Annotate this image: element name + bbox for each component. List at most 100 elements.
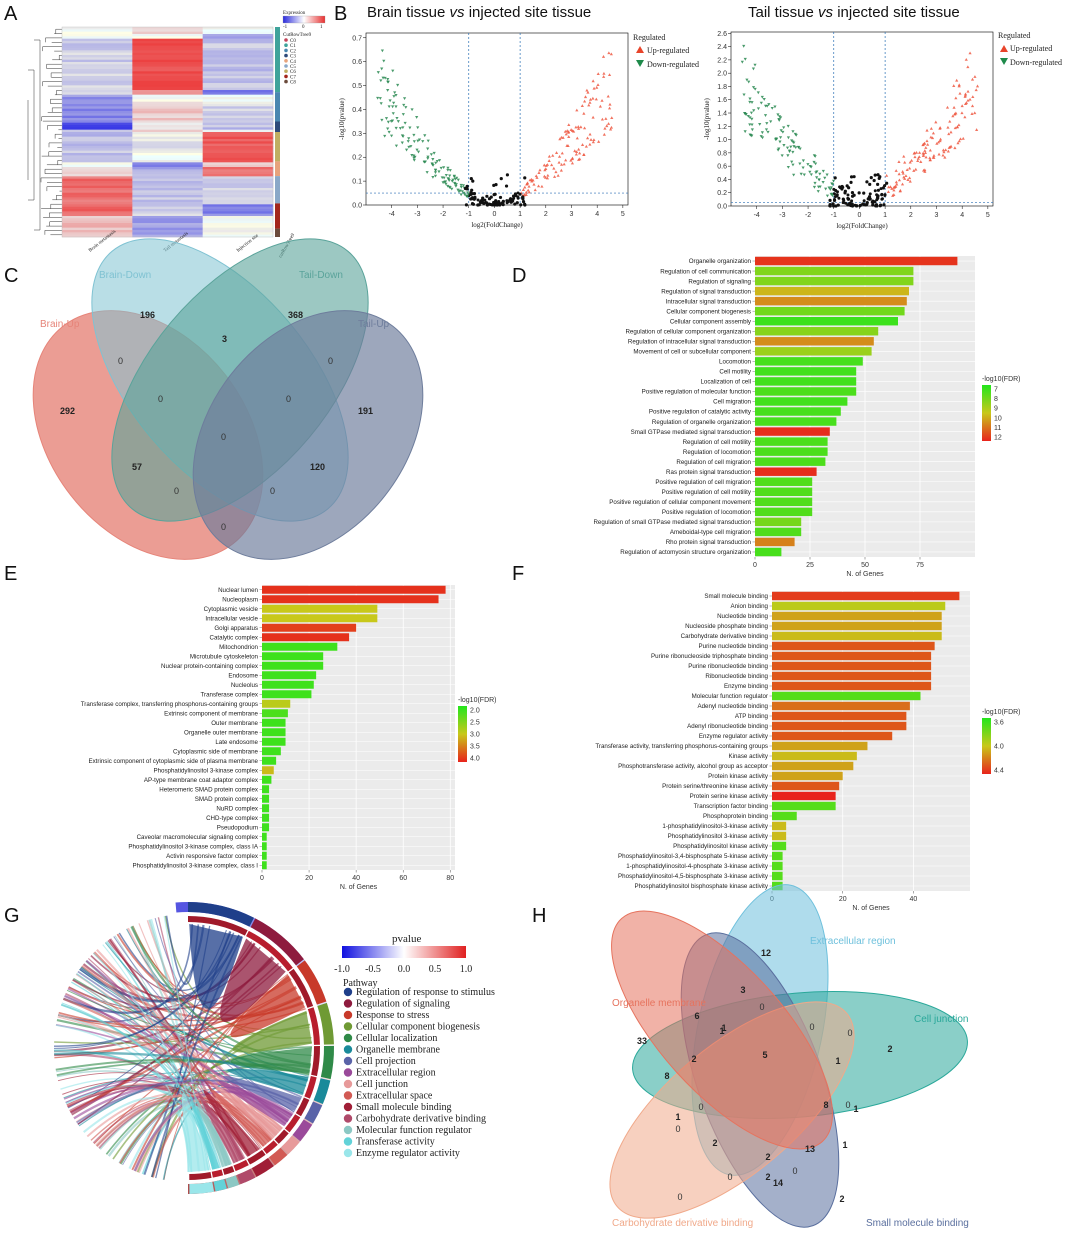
volcano-point	[872, 178, 876, 183]
heatmap-cell	[202, 52, 274, 56]
volcano-point	[828, 198, 832, 203]
volcano-point-down	[743, 130, 747, 134]
volcano-point-up	[582, 126, 587, 130]
venn4-count: 0	[270, 486, 275, 496]
volcano-point-down	[791, 163, 795, 167]
bar	[755, 437, 828, 446]
volcano-xtick-label: 5	[986, 212, 990, 219]
heatmap-cell	[202, 202, 274, 205]
volcano-point	[849, 180, 853, 185]
volcano-point-down	[459, 183, 463, 187]
volcano-point-down	[386, 89, 390, 92]
heatmap-cell	[132, 155, 203, 158]
heatmap-cell	[132, 48, 203, 51]
heatmap-cell	[62, 80, 133, 84]
volcano-point-down	[388, 99, 392, 103]
volcano-point-down	[829, 186, 833, 190]
heatmap-cell	[62, 178, 133, 182]
volcano-point	[883, 193, 887, 197]
volcano-point	[521, 195, 525, 199]
heatmap-cell	[132, 223, 203, 226]
venn5-label-cell-junction-text: Cell junction	[914, 1014, 968, 1025]
volcano-point-up	[564, 132, 568, 136]
volcano-point-up	[537, 171, 541, 174]
volcano-point-up	[894, 169, 898, 172]
pathway-legend-dot	[343, 1079, 353, 1089]
volcano-point-up	[597, 140, 601, 143]
volcano-point	[511, 199, 515, 203]
heatmap-cell	[132, 45, 203, 49]
heatmap-cell	[132, 167, 203, 170]
volcano-point-up	[601, 55, 606, 58]
bar	[262, 661, 324, 670]
chord-ribbon	[92, 952, 210, 1171]
venn4-count: 191	[358, 406, 373, 416]
volcano-point-up	[552, 175, 557, 178]
volcano-point-up	[559, 162, 564, 166]
heatmap-cell	[132, 73, 203, 77]
volcano-point-down	[391, 105, 395, 109]
heatmap-cell	[202, 113, 274, 116]
bar-category-label: Nucleoside phosphate binding	[685, 623, 768, 630]
bar	[755, 537, 795, 547]
volcano-point-up	[564, 158, 568, 162]
bar-category-label: Positive regulation of cell migration	[655, 479, 751, 486]
volcano-point-down	[448, 174, 452, 178]
bar-category-label: Locomotion	[719, 359, 752, 366]
volcano-point	[516, 195, 520, 199]
chord-pathway-inner-arc	[246, 930, 293, 972]
venn4-count: 120	[310, 462, 325, 472]
heatmap-cell	[62, 195, 133, 198]
heatmap-cell	[62, 213, 133, 217]
heatmap-legend-tick-mid: 0	[302, 25, 305, 30]
volcano-point-down	[742, 93, 746, 97]
cluster-dot	[284, 64, 288, 68]
cluster-legend-label: C7	[290, 75, 296, 80]
volcano-point-down	[785, 146, 790, 150]
heatmap-cell	[62, 69, 133, 72]
heatmap-cell	[132, 97, 203, 100]
heatmap-cell	[62, 162, 133, 165]
volcano-point-up	[602, 132, 606, 136]
heatmap-cell	[62, 78, 133, 81]
volcano-point-up	[607, 73, 612, 77]
bar-xtick-label: 75	[916, 562, 924, 569]
volcano-point-up	[546, 173, 550, 177]
volcano-point-down	[748, 100, 752, 104]
heatmap-legend-title: Expression	[283, 11, 306, 16]
bar-category-label: Cellular component biogenesis	[666, 308, 751, 315]
heatmap-cell	[202, 87, 274, 91]
bar	[755, 286, 909, 296]
volcano-point-up	[898, 189, 902, 193]
volcano-point-down	[751, 67, 756, 71]
pathway-legend-label: Enzyme regulator activity	[356, 1148, 460, 1159]
panel-label-g: G	[4, 905, 20, 927]
volcano-point-up	[545, 163, 550, 166]
volcano-point-down	[450, 187, 454, 191]
volcano-point-down	[466, 191, 470, 195]
bar	[262, 813, 270, 822]
bar-category-label: Phosphotransferase activity, alcohol gro…	[618, 763, 768, 770]
heatmap-cell	[62, 50, 133, 53]
chord-pathway-inner-arc	[211, 1169, 224, 1178]
volcano-point-up	[596, 72, 600, 76]
volcano-point-down	[792, 173, 796, 177]
volcano-point-up	[525, 181, 530, 185]
volcano-point-up	[946, 149, 950, 153]
bar-category-label: Protein serine/threonine kinase activity	[662, 783, 769, 790]
heatmap-cell	[132, 108, 203, 112]
volcano-point-up	[936, 140, 941, 144]
volcano-point-up	[892, 188, 896, 192]
venn4-count: 0	[158, 394, 163, 404]
bar	[755, 266, 914, 276]
volcano-point-down	[809, 173, 813, 177]
volcano-point-up	[914, 150, 919, 154]
chord-ribbon	[54, 1053, 244, 1160]
volcano-point-down	[794, 133, 798, 137]
volcano-point-up	[580, 104, 584, 107]
volcano-point	[879, 203, 883, 207]
heatmap-dendrogram	[27, 28, 62, 236]
bar	[772, 831, 787, 841]
volcano-point	[880, 197, 884, 201]
bar-xtick-label: 20	[839, 896, 847, 903]
